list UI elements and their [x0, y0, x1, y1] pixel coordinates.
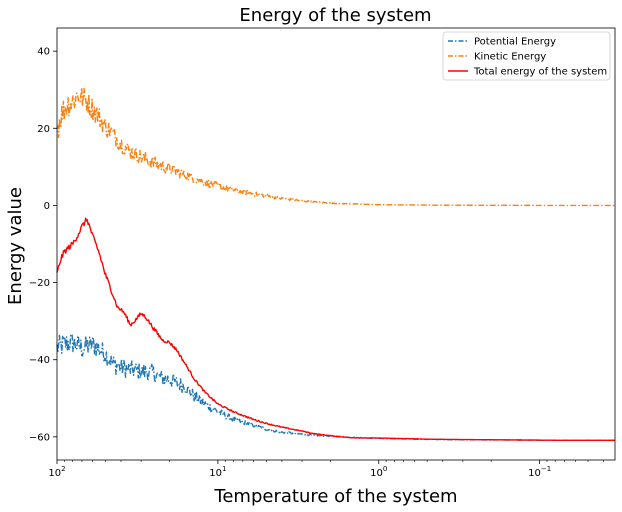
y-axis-label: Energy value	[5, 187, 26, 305]
legend-label: Potential Energy	[474, 37, 556, 48]
x-tick-label: 101	[209, 465, 226, 479]
x-axis-label: Temperature of the system	[213, 486, 457, 507]
x-tick-label: 100	[370, 465, 387, 479]
y-tick-label: −20	[29, 278, 50, 289]
plot-frame	[56, 27, 616, 461]
y-tick-label: 20	[37, 124, 50, 135]
x-tick-label: 102	[48, 465, 65, 479]
plot-series	[56, 87, 615, 442]
series-line-total-energy-of-the-system	[56, 217, 615, 442]
x-tick-label: 10−1	[528, 465, 551, 479]
legend-box	[442, 31, 611, 81]
series-line-kinetic-energy	[56, 87, 615, 207]
chart-title: Energy of the system	[239, 5, 431, 26]
legend: Potential Energy Kinetic Energy Total ener…	[442, 31, 611, 81]
y-tick-label: −60	[29, 432, 50, 443]
legend-label: Kinetic Energy	[474, 52, 546, 63]
legend-label: Total energy of the system	[473, 67, 607, 78]
y-tick-label: 40	[37, 47, 50, 58]
y-tick-label: 0	[44, 201, 50, 212]
y-tick-label: −40	[29, 355, 50, 366]
